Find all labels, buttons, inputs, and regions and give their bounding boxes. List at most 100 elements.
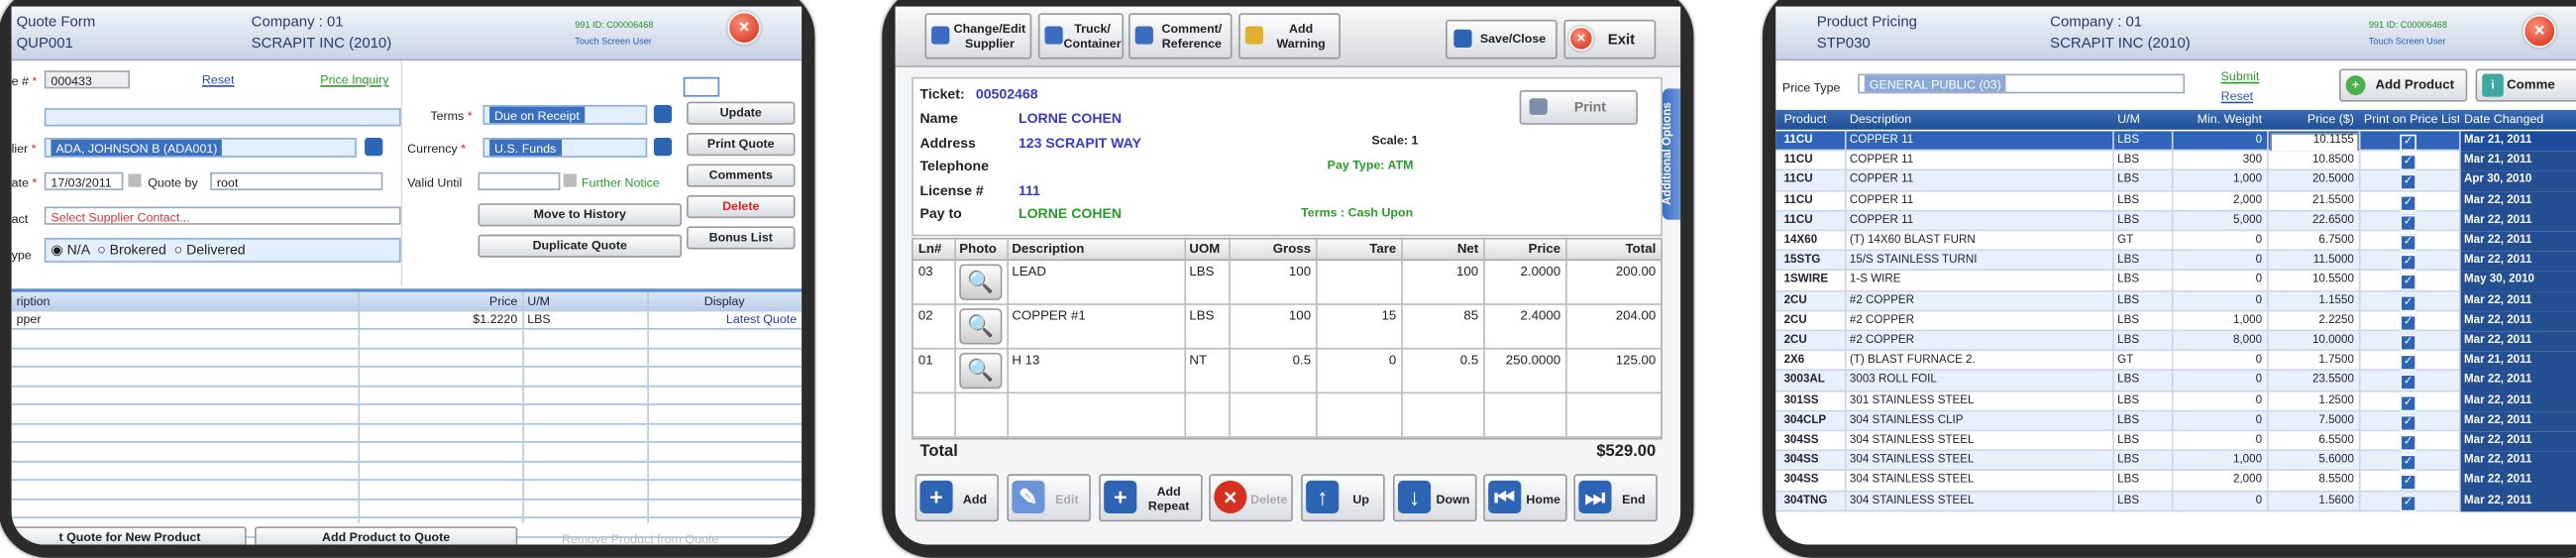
field[interactable] [478,171,561,190]
button[interactable]: Bonus List [687,226,796,250]
field[interactable]: Due on Receipt [483,104,648,125]
radio[interactable]: ○ [93,241,110,258]
col-line [2112,251,2114,272]
row-bg[interactable] [1775,331,2576,352]
row-bg[interactable] [1775,170,2576,191]
field[interactable]: root [210,171,383,190]
checkbox[interactable]: ✓ [2400,414,2416,431]
link[interactable]: Reset [2220,88,2254,104]
radio-group[interactable]: ◉ N/A ○ Brokered ○ Delivered [44,237,401,263]
checkbox[interactable]: ✓ [2400,154,2416,171]
checkbox[interactable]: ✓ [2400,275,2416,291]
close-button[interactable]: × [2522,14,2556,48]
ticket-table: Ln# Photo Description UOM Gross Tare Net Price T… [912,237,1663,440]
select[interactable]: Select Supplier Contact... [44,206,401,225]
company: Company : 01 [2050,13,2143,30]
button-icon: ✎ [1012,480,1045,514]
checkbox[interactable]: ✓ [2400,495,2416,511]
checkbox[interactable]: ✓ [2400,194,2416,211]
checkbox[interactable]: ✓ [2400,234,2416,252]
radio[interactable]: ○ [169,241,187,258]
calendar-icon[interactable] [128,173,142,187]
button[interactable]: Update [687,101,796,125]
field[interactable]: U.S. Funds [483,138,648,158]
row-bg[interactable] [1775,190,2576,212]
row-bg[interactable] [1775,471,2576,492]
button[interactable]: Duplicate Quote [478,234,683,258]
checkbox[interactable]: ✓ [2400,394,2416,411]
cell: 0.5 [1459,352,1479,368]
checkbox[interactable]: ✓ [2400,174,2416,191]
cell: Mar 22, 2011 [2464,434,2532,447]
col-line [2112,491,2114,511]
checkbox[interactable]: ✓ [2400,134,2416,152]
field[interactable] [683,76,720,97]
row-bg[interactable] [1775,231,2576,252]
button[interactable]: Add Product to Quote [254,526,518,545]
search-icon[interactable] [653,138,673,157]
col-line [2459,371,2461,391]
button[interactable]: t Quote for New Product [13,526,247,545]
checkbox[interactable]: ✓ [2400,354,2416,372]
field[interactable] [44,108,401,127]
link[interactable]: Price Inquiry [320,71,389,87]
select[interactable]: GENERAL PUBLIC (03) [1858,73,2186,94]
link[interactable]: Submit [2220,68,2260,84]
calendar-icon[interactable] [563,173,577,187]
row-bg[interactable] [1775,491,2576,511]
side-tab[interactable] [1662,88,1681,220]
row-bg[interactable] [1775,371,2576,391]
row-bg[interactable] [1775,351,2576,372]
col-line [2267,251,2269,272]
col-line [2358,311,2361,332]
col-line [2112,311,2114,332]
button[interactable]: Truck/ Container [1037,13,1125,59]
cell: 301 STAINLESS STEEL [1849,394,1975,406]
button[interactable]: Add Product [2338,68,2468,102]
row-bg[interactable] [1775,431,2576,452]
checkbox[interactable]: ✓ [2400,334,2416,352]
label: ype [11,247,32,263]
search-icon[interactable] [653,104,673,124]
cell: 3003 ROLL FOIL [1849,374,1937,387]
photo-button[interactable]: 🔍 [959,308,1003,345]
row-bg[interactable] [1775,451,2576,472]
checkbox[interactable]: ✓ [2400,434,2416,452]
row-bg[interactable] [1775,271,2576,291]
row-bg[interactable] [1775,391,2576,412]
photo-button[interactable]: 🔍 [959,352,1003,390]
close-button[interactable]: × [727,11,761,45]
row-bg[interactable] [1775,211,2576,232]
button[interactable]: Print Quote [687,133,796,157]
date-bg [2459,411,2576,432]
total-value: $529.00 [1596,442,1657,462]
label: Quote by [148,175,198,190]
checkbox[interactable]: ✓ [2400,454,2416,472]
row-bg[interactable] [1775,290,2576,312]
checkbox[interactable]: ✓ [2400,294,2416,311]
checkbox[interactable]: ✓ [2400,374,2416,391]
checkbox[interactable]: ✓ [2400,254,2416,272]
row-bg[interactable] [1775,411,2576,432]
row-bg[interactable] [1775,151,2576,171]
button[interactable]: Delete [687,194,796,219]
cell: 14X60 [1783,234,1818,247]
button[interactable]: Move to History [478,203,683,227]
checkbox[interactable]: ✓ [2400,214,2416,232]
code: STP030 [1816,34,1871,52]
field[interactable]: ADA, JOHNSON B (ADA001) [44,138,357,158]
radio[interactable]: ◉ [51,241,67,258]
checkbox[interactable]: ✓ [2400,314,2416,331]
field[interactable]: 17/03/2011 [44,171,124,190]
search-icon[interactable] [365,138,383,157]
checkbox[interactable]: ✓ [2400,474,2416,492]
row-bg[interactable] [1775,131,2576,152]
cell: Mar 22, 2011 [2464,254,2532,267]
link[interactable]: Reset [201,71,235,87]
button[interactable]: Comme [2475,68,2576,102]
field[interactable]: 000433 [44,70,130,89]
row-bg[interactable] [1775,251,2576,272]
row-bg[interactable] [1775,311,2576,332]
button[interactable]: Comments [687,164,796,187]
photo-button[interactable]: 🔍 [959,264,1003,300]
